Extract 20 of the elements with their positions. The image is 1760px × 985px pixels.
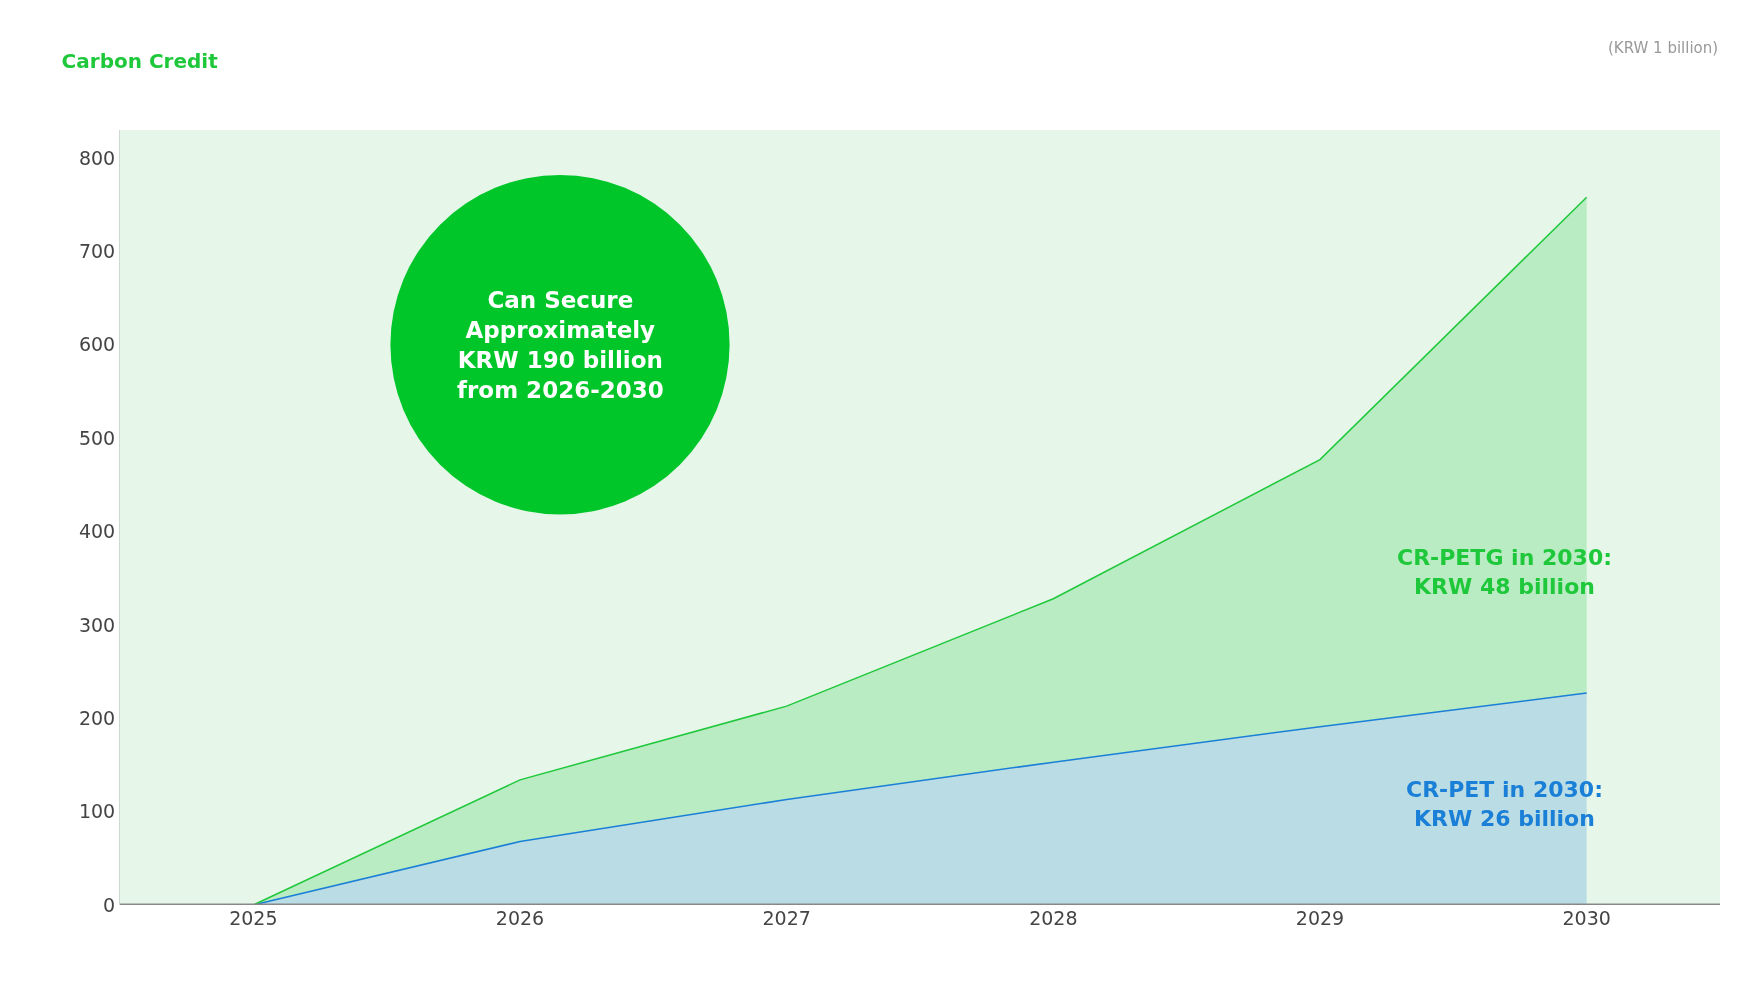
y-tick-label: 400 — [78, 520, 116, 543]
x-tick-label: 2030 — [1562, 907, 1611, 929]
x-tick-label: 2027 — [762, 907, 811, 929]
annotation: Can Secure Approximately KRW 190 billion from 2026-2030 — [457, 287, 664, 403]
x-tick-label: 2025 — [229, 907, 278, 929]
x-tick-label: 2026 — [495, 907, 545, 929]
y-tick-label: 0 — [103, 893, 116, 916]
y-tick-label: 500 — [78, 426, 116, 449]
y-tick-label: 100 — [78, 800, 116, 823]
chart-title: Carbon Credit — [61, 49, 219, 74]
annotation: CR-PETG in 2030: KRW 48 billion — [1397, 545, 1612, 599]
y-tick-label: 700 — [78, 240, 116, 263]
y-tick-label: 600 — [78, 333, 116, 356]
annotation: CR-PET in 2030: KRW 26 billion — [1406, 777, 1603, 831]
x-tick-label: 2028 — [1029, 907, 1078, 929]
text: (KRW 1 billion) — [1608, 39, 1719, 57]
x-tick-label: 2029 — [1295, 907, 1345, 929]
y-tick-label: 300 — [78, 613, 116, 636]
y-tick-label: 200 — [78, 706, 116, 729]
y-tick-label: 800 — [78, 146, 116, 169]
